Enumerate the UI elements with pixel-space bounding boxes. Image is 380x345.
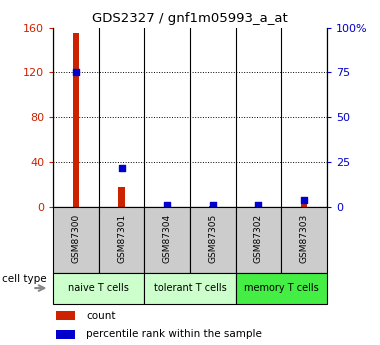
- Bar: [236, 273, 327, 304]
- Bar: [99, 207, 144, 273]
- Text: naive T cells: naive T cells: [68, 283, 129, 293]
- Bar: [73, 33, 79, 207]
- Point: [255, 203, 261, 208]
- Point: [210, 203, 216, 208]
- Bar: [53, 207, 99, 273]
- Bar: [164, 206, 171, 207]
- Bar: [190, 207, 236, 273]
- Bar: [56, 311, 75, 320]
- Bar: [301, 204, 307, 207]
- Point: [73, 70, 79, 75]
- Bar: [53, 273, 144, 304]
- Text: GSM87304: GSM87304: [163, 214, 172, 263]
- Bar: [209, 206, 216, 207]
- Text: GSM87302: GSM87302: [254, 214, 263, 263]
- Bar: [255, 206, 262, 207]
- Text: GSM87300: GSM87300: [71, 214, 81, 263]
- Text: GSM87303: GSM87303: [299, 214, 309, 263]
- Text: count: count: [86, 310, 116, 321]
- Text: GSM87305: GSM87305: [208, 214, 217, 263]
- Text: percentile rank within the sample: percentile rank within the sample: [86, 329, 262, 339]
- Text: cell type: cell type: [2, 275, 46, 284]
- Bar: [144, 207, 190, 273]
- Point: [301, 197, 307, 203]
- Text: GSM87301: GSM87301: [117, 214, 126, 263]
- Bar: [118, 187, 125, 207]
- Bar: [56, 330, 75, 339]
- Text: tolerant T cells: tolerant T cells: [154, 283, 226, 293]
- Title: GDS2327 / gnf1m05993_a_at: GDS2327 / gnf1m05993_a_at: [92, 12, 288, 25]
- Point: [119, 165, 125, 170]
- Text: memory T cells: memory T cells: [244, 283, 318, 293]
- Bar: [236, 207, 281, 273]
- Bar: [281, 207, 327, 273]
- Bar: [144, 273, 236, 304]
- Point: [164, 203, 170, 208]
